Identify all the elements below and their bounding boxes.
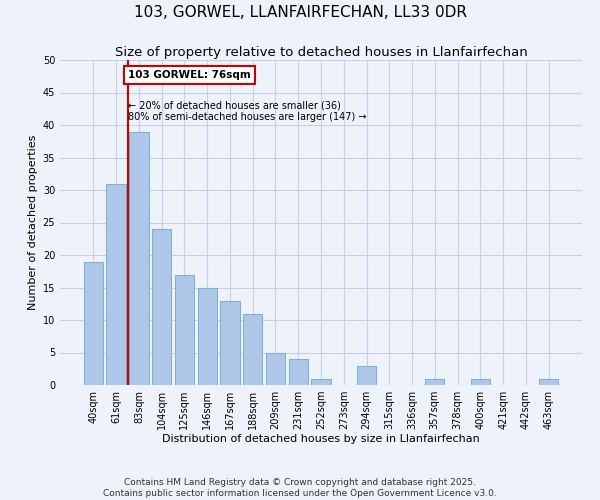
Bar bbox=[243, 314, 262, 385]
Bar bbox=[220, 300, 239, 385]
X-axis label: Distribution of detached houses by size in Llanfairfechan: Distribution of detached houses by size … bbox=[162, 434, 480, 444]
Text: Contains HM Land Registry data © Crown copyright and database right 2025.
Contai: Contains HM Land Registry data © Crown c… bbox=[103, 478, 497, 498]
Text: 103, GORWEL, LLANFAIRFECHAN, LL33 0DR: 103, GORWEL, LLANFAIRFECHAN, LL33 0DR bbox=[133, 5, 467, 20]
Bar bbox=[311, 378, 331, 385]
Y-axis label: Number of detached properties: Number of detached properties bbox=[28, 135, 38, 310]
Bar bbox=[289, 359, 308, 385]
Bar bbox=[129, 132, 149, 385]
Bar bbox=[470, 378, 490, 385]
Bar bbox=[175, 274, 194, 385]
Bar bbox=[106, 184, 126, 385]
Bar bbox=[425, 378, 445, 385]
Bar bbox=[266, 352, 285, 385]
Bar bbox=[84, 262, 103, 385]
Text: ← 20% of detached houses are smaller (36)
80% of semi-detached houses are larger: ← 20% of detached houses are smaller (36… bbox=[128, 100, 367, 122]
Bar bbox=[152, 229, 172, 385]
Bar bbox=[197, 288, 217, 385]
Text: 103 GORWEL: 76sqm: 103 GORWEL: 76sqm bbox=[128, 70, 251, 80]
Title: Size of property relative to detached houses in Llanfairfechan: Size of property relative to detached ho… bbox=[115, 46, 527, 59]
Bar bbox=[539, 378, 558, 385]
Bar bbox=[357, 366, 376, 385]
